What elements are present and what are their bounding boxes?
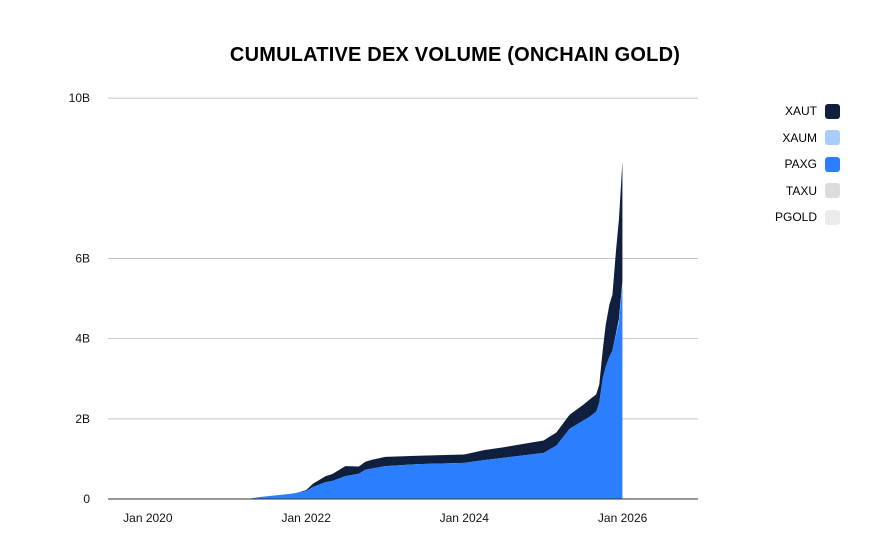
chart-title: CUMULATIVE DEX VOLUME (ONCHAIN GOLD) (229, 44, 681, 66)
legend-label: XAUT (784, 104, 817, 119)
legend-swatch (825, 130, 840, 146)
legend-item-taxu[interactable]: TAXU (740, 178, 840, 205)
legend-item-xaum[interactable]: XAUM (740, 125, 840, 152)
x-tick-label: Jan 2020 (123, 511, 173, 525)
legend-swatch (825, 209, 840, 225)
legend-label: PGOLD (774, 210, 817, 225)
y-tick-label: 0 (83, 492, 90, 506)
x-tick-label: Jan 2024 (440, 511, 490, 525)
y-tick-label: 2B (75, 412, 90, 426)
legend-item-paxg[interactable]: PAXG (740, 151, 840, 178)
y-tick-label: 4B (75, 332, 90, 346)
legend-swatch (825, 156, 840, 172)
y-tick-label: 10B (69, 91, 90, 105)
y-tick-label: 6B (75, 251, 90, 265)
legend-label: TAXU (785, 183, 817, 198)
x-tick-label: Jan 2026 (598, 511, 648, 525)
area-series-paxg (108, 286, 623, 499)
legend-swatch (825, 183, 840, 199)
legend-label: XAUM (782, 130, 817, 145)
x-tick-label: Jan 2022 (281, 511, 331, 525)
legend-item-pgold[interactable]: PGOLD (740, 204, 840, 231)
legend-item-xaut[interactable]: XAUT (740, 98, 840, 125)
area-series-xaut (108, 161, 623, 499)
legend-label: PAXG (784, 157, 817, 172)
legend-swatch (825, 103, 840, 119)
chart-legend: XAUT XAUM PAXG TAXU PGOLD (740, 98, 840, 231)
